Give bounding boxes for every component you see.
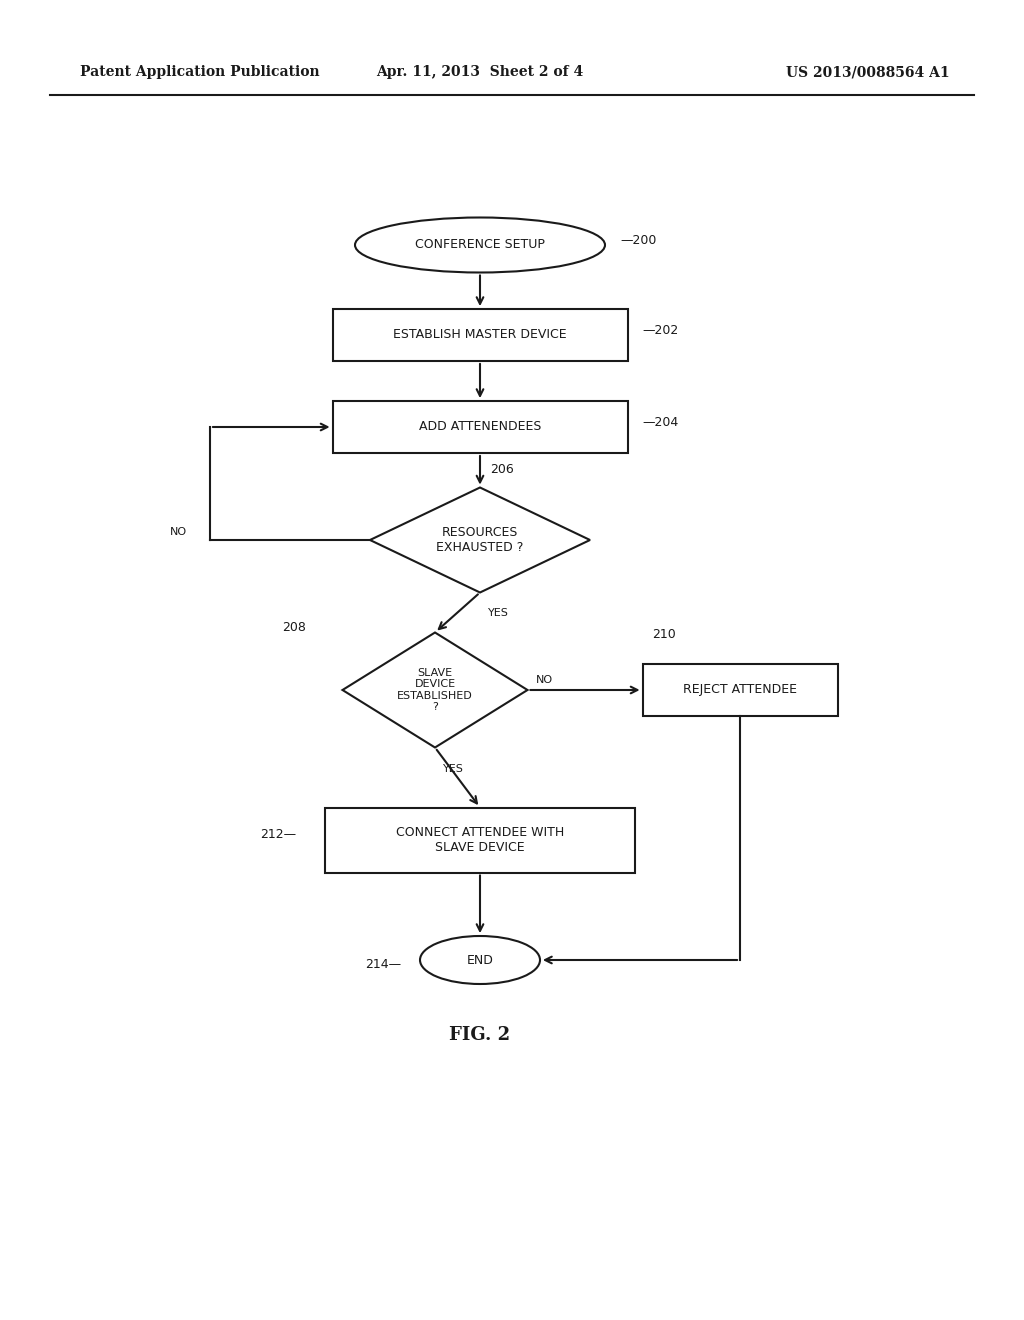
- Text: —202: —202: [642, 323, 679, 337]
- Text: —204: —204: [642, 416, 679, 429]
- Text: —200: —200: [620, 234, 656, 247]
- Text: CONFERENCE SETUP: CONFERENCE SETUP: [415, 239, 545, 252]
- Bar: [325, 808, 635, 873]
- Text: NO: NO: [536, 675, 553, 685]
- Text: Apr. 11, 2013  Sheet 2 of 4: Apr. 11, 2013 Sheet 2 of 4: [377, 65, 584, 79]
- Text: NO: NO: [170, 527, 187, 537]
- Bar: [333, 401, 628, 453]
- Text: REJECT ATTENDEE: REJECT ATTENDEE: [683, 684, 797, 697]
- Text: ADD ATTENENDEES: ADD ATTENENDEES: [419, 421, 542, 433]
- Text: YES: YES: [443, 764, 464, 775]
- Text: US 2013/0088564 A1: US 2013/0088564 A1: [786, 65, 950, 79]
- Text: RESOURCES
EXHAUSTED ?: RESOURCES EXHAUSTED ?: [436, 525, 523, 554]
- Text: SLAVE
DEVICE
ESTABLISHED
?: SLAVE DEVICE ESTABLISHED ?: [397, 668, 473, 713]
- Bar: [333, 309, 628, 360]
- Text: YES: YES: [488, 607, 509, 618]
- Bar: [642, 664, 838, 715]
- Text: CONNECT ATTENDEE WITH
SLAVE DEVICE: CONNECT ATTENDEE WITH SLAVE DEVICE: [396, 826, 564, 854]
- Text: 206: 206: [490, 463, 514, 477]
- Text: ESTABLISH MASTER DEVICE: ESTABLISH MASTER DEVICE: [393, 329, 567, 342]
- Text: FIG. 2: FIG. 2: [450, 1026, 511, 1044]
- Text: 214—: 214—: [365, 958, 401, 972]
- Text: 208: 208: [283, 620, 306, 634]
- Text: Patent Application Publication: Patent Application Publication: [80, 65, 319, 79]
- Text: 212—: 212—: [260, 829, 296, 842]
- Text: 210: 210: [652, 627, 676, 640]
- Text: END: END: [467, 953, 494, 966]
